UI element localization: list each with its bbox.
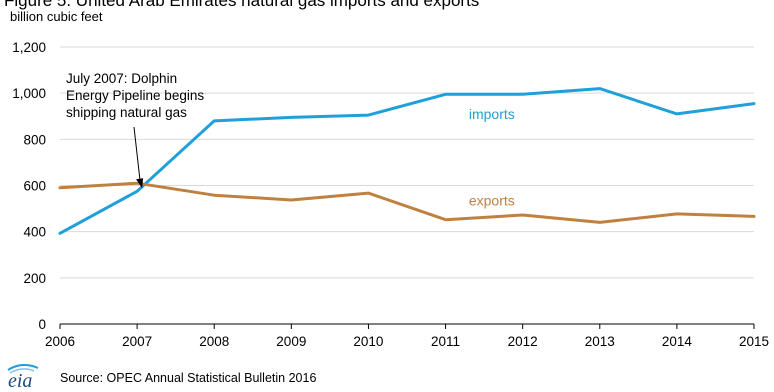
x-tick-label: 2009 — [276, 334, 306, 349]
y-tick-label: 1,200 — [12, 40, 46, 55]
x-tick-label: 2010 — [353, 334, 383, 349]
x-tick-label: 2006 — [45, 334, 75, 349]
annotation-arrow — [133, 126, 141, 182]
x-tick-label: 2012 — [508, 334, 538, 349]
y-tick-label: 400 — [23, 225, 46, 240]
y-tick-label: 200 — [23, 271, 46, 286]
x-tick-label: 2011 — [431, 334, 460, 349]
svg-text:eia: eia — [8, 370, 32, 390]
eia-logo: eia — [7, 364, 39, 390]
source-note: Source: OPEC Annual Statistical Bulletin… — [60, 371, 317, 385]
x-tick-label: 2014 — [662, 334, 693, 349]
annotation-text: Energy Pipeline begins — [66, 88, 204, 103]
annotation-text: July 2007: Dolphin — [66, 71, 177, 86]
chart-title: Figure 5. United Arab Emirates natural g… — [4, 0, 480, 10]
series-line-imports — [58, 87, 756, 235]
y-tick-label: 1,000 — [12, 86, 46, 101]
x-tick-label: 2015 — [739, 334, 769, 349]
annotation-arrowhead — [136, 178, 144, 189]
y-tick-label: 600 — [23, 179, 46, 194]
x-tick-label: 2013 — [585, 334, 615, 349]
y-axis-unit-label: billion cubic feet — [10, 9, 103, 24]
series-label-exports: exports — [469, 193, 515, 209]
y-tick-label: 800 — [23, 132, 46, 147]
series-label-imports: imports — [469, 106, 515, 122]
annotation-text: shipping natural gas — [66, 105, 187, 120]
x-tick-label: 2007 — [122, 334, 152, 349]
x-tick-label: 2008 — [199, 334, 229, 349]
y-tick-label: 0 — [38, 317, 46, 332]
series-line-exports — [58, 181, 756, 224]
